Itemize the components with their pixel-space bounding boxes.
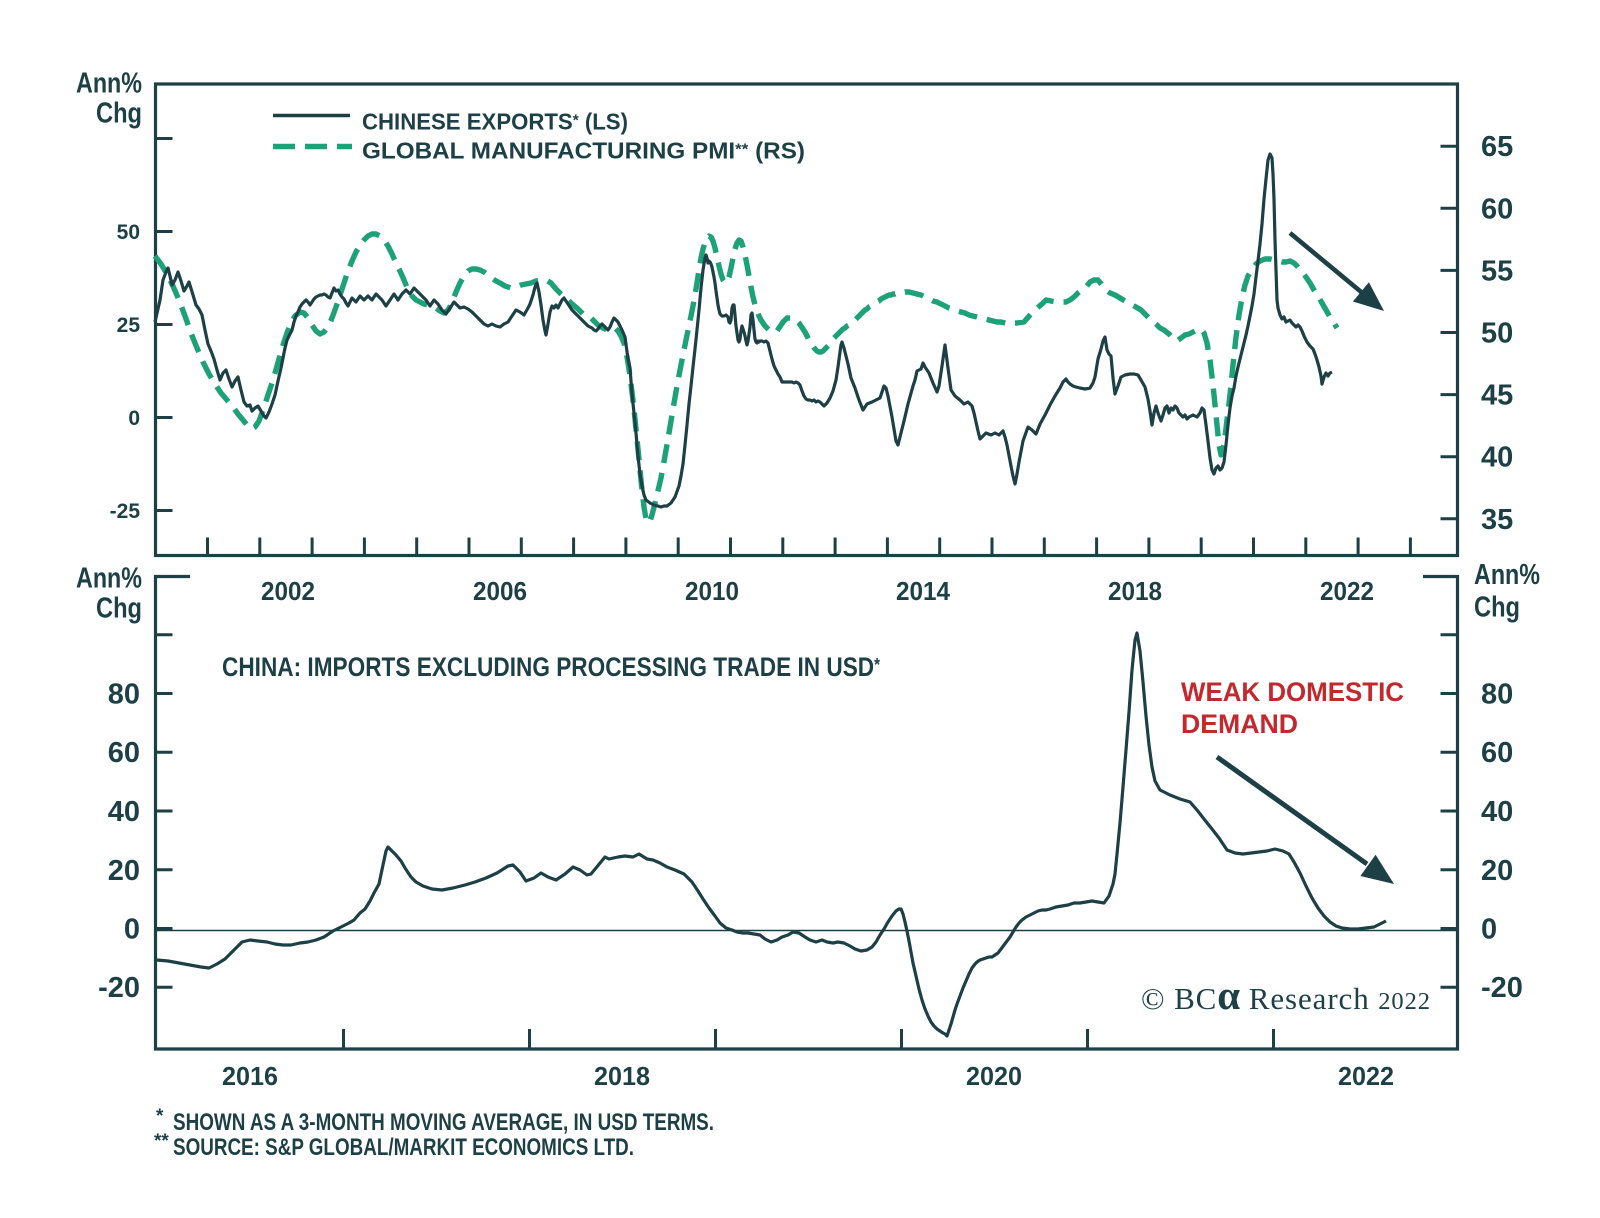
svg-text:2018: 2018 — [1108, 576, 1162, 606]
svg-text:WEAK DOMESTIC: WEAK DOMESTIC — [1181, 677, 1404, 707]
svg-text:DEMAND: DEMAND — [1181, 709, 1298, 739]
svg-text:2018: 2018 — [594, 1061, 650, 1091]
svg-text:60: 60 — [1481, 193, 1513, 225]
svg-text:-20: -20 — [98, 972, 140, 1004]
svg-text:50: 50 — [1481, 318, 1513, 350]
svg-text:45: 45 — [1481, 380, 1513, 412]
svg-text:2022: 2022 — [1338, 1061, 1394, 1091]
svg-text:**: ** — [154, 1131, 169, 1152]
svg-text:2002: 2002 — [261, 576, 315, 606]
svg-text:80: 80 — [1481, 679, 1513, 711]
svg-text:2014: 2014 — [896, 576, 951, 606]
svg-text:65: 65 — [1481, 131, 1513, 163]
svg-text:20: 20 — [108, 855, 140, 887]
svg-text:40: 40 — [1481, 442, 1513, 474]
svg-text:CHINA: IMPORTS EXCLUDING PROCE: CHINA: IMPORTS EXCLUDING PROCESSING TRAD… — [222, 652, 880, 682]
svg-text:Chg: Chg — [96, 98, 142, 130]
svg-text:40: 40 — [108, 796, 140, 828]
svg-text:2020: 2020 — [966, 1061, 1022, 1091]
svg-text:-25: -25 — [110, 500, 141, 523]
svg-text:Ann%: Ann% — [76, 563, 142, 595]
svg-text:CHINESE EXPORTS* (LS): CHINESE EXPORTS* (LS) — [362, 109, 628, 135]
svg-text:2016: 2016 — [222, 1061, 278, 1091]
svg-text:20: 20 — [1481, 855, 1513, 887]
svg-text:35: 35 — [1481, 504, 1513, 536]
svg-text:25: 25 — [117, 314, 141, 337]
svg-text:SOURCE: S&P GLOBAL/MARKIT ECON: SOURCE: S&P GLOBAL/MARKIT ECONOMICS LTD. — [173, 1134, 634, 1161]
svg-text:Chg: Chg — [1474, 592, 1520, 624]
svg-text:0: 0 — [1481, 914, 1497, 946]
svg-text:50: 50 — [117, 221, 140, 244]
svg-text:Chg: Chg — [96, 593, 142, 625]
svg-text:2010: 2010 — [685, 576, 739, 606]
svg-text:80: 80 — [108, 679, 140, 711]
svg-text:SHOWN AS A 3-MONTH MOVING AVER: SHOWN AS A 3-MONTH MOVING AVERAGE, IN US… — [173, 1109, 714, 1136]
svg-text:2022: 2022 — [1320, 576, 1374, 606]
svg-text:40: 40 — [1481, 796, 1513, 828]
svg-text:*: * — [156, 1106, 164, 1127]
svg-text:Ann%: Ann% — [76, 68, 142, 100]
svg-text:GLOBAL MANUFACTURING PMI** (RS: GLOBAL MANUFACTURING PMI ** (RS) — [362, 138, 805, 164]
svg-text:60: 60 — [108, 737, 140, 769]
svg-text:-20: -20 — [1481, 972, 1523, 1004]
svg-text:2006: 2006 — [473, 576, 527, 606]
svg-text:Ann%: Ann% — [1474, 559, 1540, 591]
svg-text:60: 60 — [1481, 737, 1513, 769]
svg-text:0: 0 — [124, 914, 140, 946]
svg-text:0: 0 — [128, 407, 140, 430]
svg-text:55: 55 — [1481, 255, 1513, 287]
